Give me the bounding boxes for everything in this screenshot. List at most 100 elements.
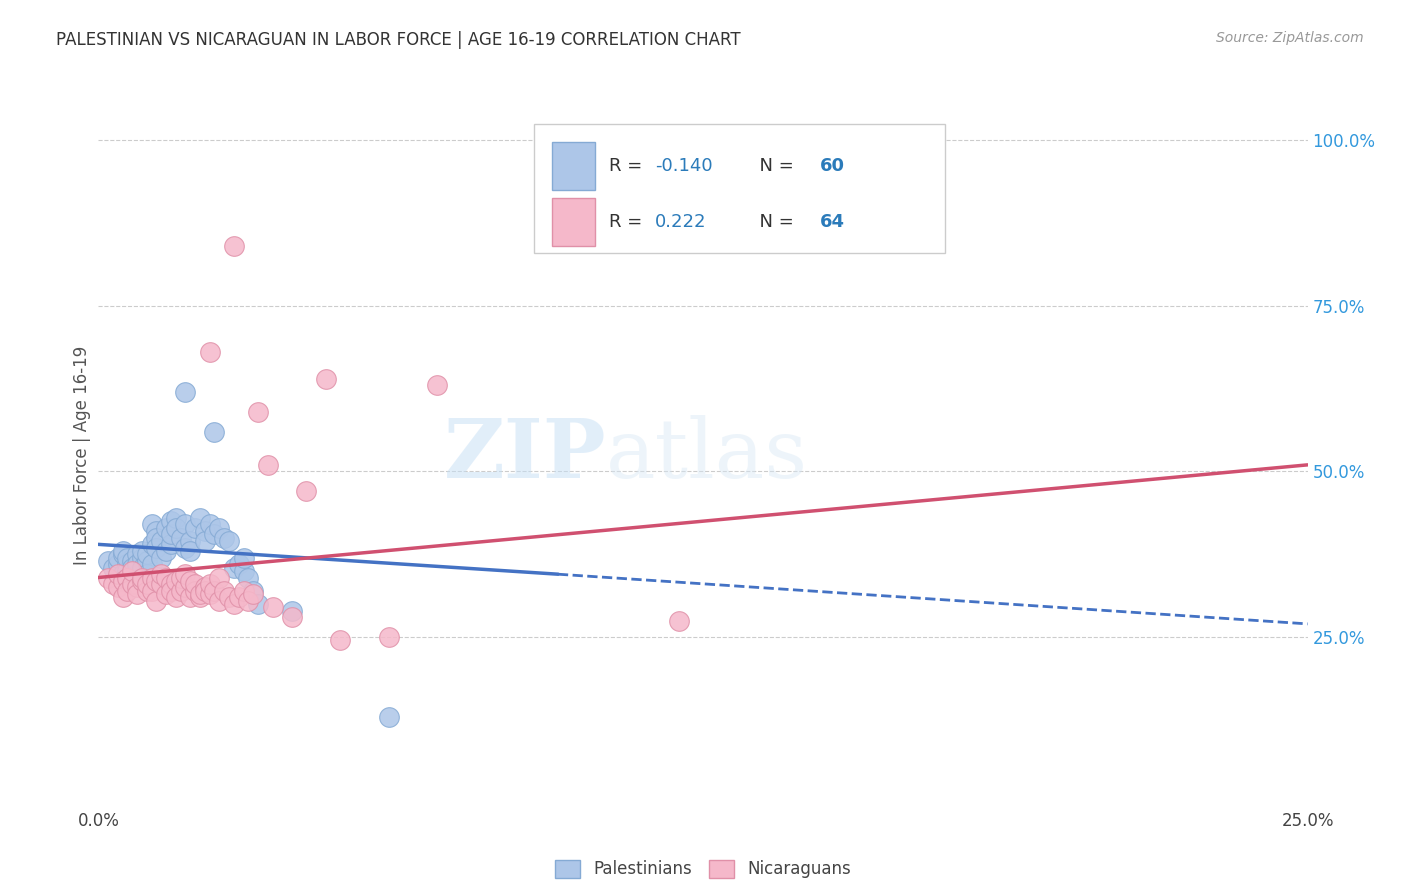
Point bbox=[141, 517, 163, 532]
Point bbox=[121, 554, 143, 568]
Point bbox=[165, 521, 187, 535]
Point bbox=[242, 587, 264, 601]
Point bbox=[208, 570, 231, 584]
Point bbox=[208, 593, 231, 607]
Point bbox=[135, 577, 157, 591]
Point bbox=[155, 521, 177, 535]
Point bbox=[377, 709, 399, 723]
Point bbox=[135, 547, 157, 561]
Text: N =: N = bbox=[748, 213, 799, 231]
Point bbox=[127, 547, 149, 561]
Point bbox=[111, 547, 134, 561]
FancyBboxPatch shape bbox=[553, 198, 595, 246]
Point bbox=[107, 567, 129, 582]
Point bbox=[212, 531, 235, 545]
Point bbox=[668, 614, 690, 628]
Point bbox=[281, 604, 304, 618]
Point bbox=[232, 564, 254, 578]
Point bbox=[204, 425, 226, 439]
Point bbox=[111, 591, 134, 605]
Point bbox=[247, 405, 270, 419]
Point bbox=[329, 633, 352, 648]
Point bbox=[127, 581, 149, 595]
Point bbox=[97, 554, 120, 568]
Point bbox=[145, 524, 167, 538]
Point bbox=[218, 534, 240, 549]
Point bbox=[111, 567, 134, 582]
Point bbox=[204, 527, 226, 541]
Point bbox=[174, 541, 197, 555]
Text: Source: ZipAtlas.com: Source: ZipAtlas.com bbox=[1216, 31, 1364, 45]
Text: atlas: atlas bbox=[606, 415, 808, 495]
Text: R =: R = bbox=[609, 157, 648, 175]
Point bbox=[238, 570, 260, 584]
Point bbox=[150, 577, 173, 591]
Point bbox=[165, 574, 187, 588]
FancyBboxPatch shape bbox=[534, 125, 945, 253]
Point bbox=[212, 583, 235, 598]
Point bbox=[179, 574, 201, 588]
Point bbox=[315, 372, 337, 386]
Point bbox=[184, 583, 207, 598]
Y-axis label: In Labor Force | Age 16-19: In Labor Force | Age 16-19 bbox=[73, 345, 91, 565]
Text: -0.140: -0.140 bbox=[655, 157, 713, 175]
Point bbox=[174, 581, 197, 595]
Point bbox=[188, 587, 211, 601]
Legend: Palestinians, Nicaraguans: Palestinians, Nicaraguans bbox=[548, 853, 858, 885]
Point bbox=[117, 570, 139, 584]
Point bbox=[141, 583, 163, 598]
Point bbox=[218, 591, 240, 605]
Point bbox=[198, 517, 221, 532]
Text: 0.222: 0.222 bbox=[655, 213, 706, 231]
Point bbox=[127, 558, 149, 572]
Point bbox=[256, 458, 278, 472]
Point bbox=[141, 570, 163, 584]
Point bbox=[222, 560, 245, 574]
Point bbox=[198, 577, 221, 591]
Point bbox=[135, 554, 157, 568]
Point bbox=[194, 534, 217, 549]
Point bbox=[222, 597, 245, 611]
Point bbox=[238, 593, 260, 607]
Point bbox=[198, 587, 221, 601]
Point bbox=[179, 544, 201, 558]
Point bbox=[111, 574, 134, 588]
Text: 64: 64 bbox=[820, 213, 845, 231]
Point bbox=[179, 591, 201, 605]
Point bbox=[232, 550, 254, 565]
Point bbox=[184, 577, 207, 591]
Text: N =: N = bbox=[748, 157, 799, 175]
Point bbox=[121, 560, 143, 574]
Point bbox=[111, 544, 134, 558]
Point bbox=[117, 558, 139, 572]
Point bbox=[101, 577, 124, 591]
Point bbox=[131, 544, 153, 558]
Point bbox=[155, 570, 177, 584]
Point bbox=[179, 534, 201, 549]
Point bbox=[160, 527, 183, 541]
Point bbox=[131, 574, 153, 588]
Point bbox=[107, 581, 129, 595]
Point bbox=[150, 534, 173, 549]
Point bbox=[97, 570, 120, 584]
Point bbox=[101, 560, 124, 574]
FancyBboxPatch shape bbox=[553, 142, 595, 190]
Point bbox=[228, 591, 250, 605]
Point bbox=[281, 610, 304, 624]
Point bbox=[295, 484, 318, 499]
Point bbox=[145, 541, 167, 555]
Point bbox=[222, 239, 245, 253]
Point bbox=[155, 587, 177, 601]
Text: PALESTINIAN VS NICARAGUAN IN LABOR FORCE | AGE 16-19 CORRELATION CHART: PALESTINIAN VS NICARAGUAN IN LABOR FORCE… bbox=[56, 31, 741, 49]
Text: R =: R = bbox=[609, 213, 648, 231]
Point bbox=[135, 567, 157, 582]
Point bbox=[150, 550, 173, 565]
Point bbox=[160, 514, 183, 528]
Point bbox=[188, 511, 211, 525]
Text: 60: 60 bbox=[820, 157, 845, 175]
Point bbox=[117, 583, 139, 598]
Point bbox=[127, 587, 149, 601]
Point bbox=[204, 583, 226, 598]
Point bbox=[228, 558, 250, 572]
Point bbox=[160, 577, 183, 591]
